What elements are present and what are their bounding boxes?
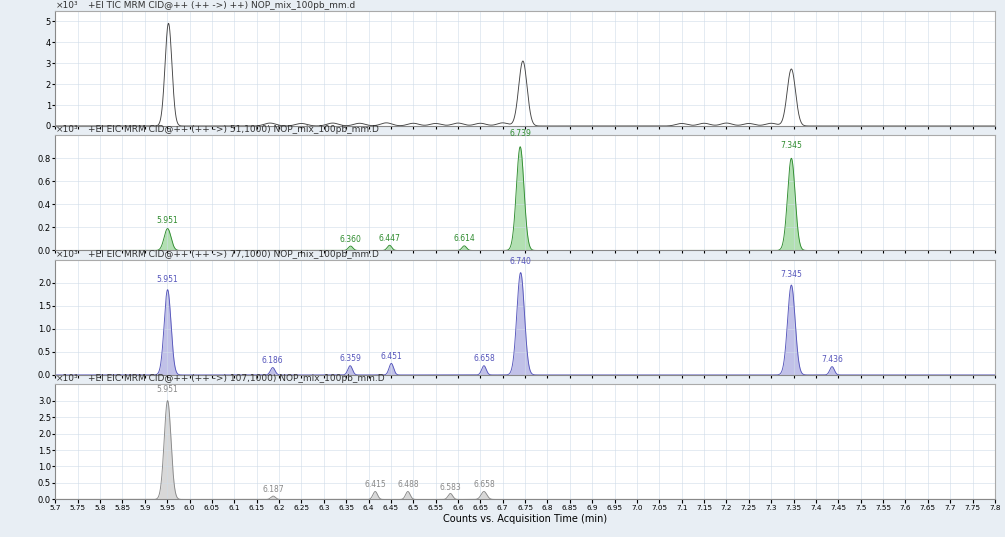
Text: 5.951: 5.951 — [157, 274, 179, 284]
Text: 6.658: 6.658 — [473, 481, 494, 489]
Text: 6.740: 6.740 — [510, 257, 532, 266]
Text: 6.583: 6.583 — [439, 483, 461, 491]
Text: 6.359: 6.359 — [340, 354, 361, 364]
Text: 6.447: 6.447 — [379, 234, 400, 243]
Text: ×10³: ×10³ — [55, 374, 78, 383]
X-axis label: Counts vs. Acquisition Time (min): Counts vs. Acquisition Time (min) — [443, 514, 607, 524]
Text: 6.360: 6.360 — [340, 235, 362, 243]
Text: 6.451: 6.451 — [381, 352, 402, 361]
Text: 6.614: 6.614 — [453, 234, 475, 243]
Text: 6.739: 6.739 — [510, 129, 531, 138]
Text: 6.415: 6.415 — [365, 481, 386, 489]
Text: ×10³: ×10³ — [55, 250, 78, 258]
Text: 6.187: 6.187 — [262, 485, 284, 494]
Text: 5.951: 5.951 — [157, 385, 179, 394]
Text: ×10³: ×10³ — [55, 1, 78, 10]
Text: 6.658: 6.658 — [473, 354, 494, 364]
Text: ×10³: ×10³ — [55, 125, 78, 134]
Text: 6.488: 6.488 — [397, 481, 419, 489]
Text: 7.436: 7.436 — [821, 355, 843, 365]
Text: 7.345: 7.345 — [781, 141, 802, 150]
Text: +EI EIC MRM CID@++ (++ ->) 77,1000) NOP_mix_100pb_mm.D: +EI EIC MRM CID@++ (++ ->) 77,1000) NOP_… — [88, 250, 379, 258]
Text: 6.186: 6.186 — [262, 357, 283, 365]
Text: +EI TIC MRM CID@++ (++ ->) ++) NOP_mix_100pb_mm.d: +EI TIC MRM CID@++ (++ ->) ++) NOP_mix_1… — [88, 1, 356, 10]
Text: +EI EIC MRM CID@++ (++ ->) 107,1000) NOP_mix_100pb_mm.D: +EI EIC MRM CID@++ (++ ->) 107,1000) NOP… — [88, 374, 385, 383]
Text: +EI EIC MRM CID@++ (++ ->) 51,1000) NOP_mix_100pb_mm.D: +EI EIC MRM CID@++ (++ ->) 51,1000) NOP_… — [88, 125, 379, 134]
Text: 7.345: 7.345 — [781, 270, 802, 279]
Text: 5.951: 5.951 — [157, 216, 179, 225]
